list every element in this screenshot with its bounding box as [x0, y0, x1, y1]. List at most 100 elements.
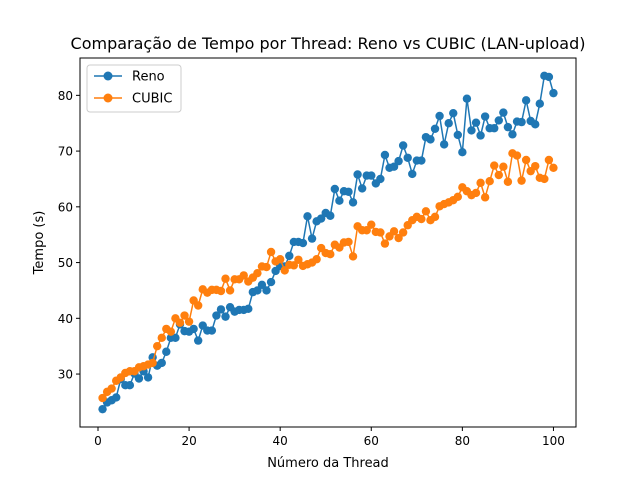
- data-point-reno: [157, 358, 166, 368]
- data-point-cubic: [389, 227, 399, 236]
- data-point-reno: [490, 124, 499, 133]
- data-point-reno: [471, 118, 481, 127]
- legend-marker-reno: [103, 71, 113, 81]
- data-point-reno: [394, 156, 403, 166]
- data-point-reno: [531, 120, 540, 129]
- data-point-cubic: [266, 247, 276, 257]
- legend-entry-cubic: CUBIC: [94, 92, 172, 107]
- data-point-reno: [134, 374, 144, 383]
- x-axis-label: Número da Thread: [267, 456, 389, 471]
- data-point-cubic: [180, 311, 189, 320]
- data-point-cubic: [490, 161, 499, 170]
- data-point-reno: [462, 94, 472, 103]
- legend-marker-cubic: [103, 93, 113, 103]
- data-point-cubic: [544, 155, 554, 165]
- data-point-reno: [98, 404, 107, 414]
- data-point-cubic: [289, 261, 299, 270]
- data-point-reno: [357, 184, 367, 193]
- data-point-reno: [193, 336, 203, 345]
- data-point-reno: [408, 169, 417, 179]
- data-point-cubic: [221, 274, 230, 283]
- data-point-cubic: [239, 271, 248, 280]
- x-tick-label: 0: [94, 434, 102, 448]
- data-point-reno: [499, 108, 508, 117]
- series-layer: [98, 71, 558, 414]
- data-point-reno: [171, 333, 180, 343]
- legend: Reno CUBIC: [86, 64, 182, 113]
- plot-frame: [79, 57, 577, 428]
- data-point-cubic: [376, 228, 385, 237]
- data-point-reno: [257, 280, 267, 290]
- data-point-cubic: [394, 233, 403, 243]
- data-point-cubic: [348, 252, 358, 261]
- data-point-cubic: [157, 333, 166, 343]
- data-point-reno: [298, 238, 308, 248]
- data-point-cubic: [225, 286, 235, 295]
- y-axis-label: Tempo (s): [32, 211, 47, 276]
- data-point-reno: [212, 311, 221, 320]
- data-point-cubic: [326, 250, 335, 259]
- data-point-cubic: [531, 161, 540, 171]
- data-point-cubic: [362, 226, 371, 235]
- data-point-reno: [307, 234, 317, 243]
- data-point-cubic: [512, 151, 522, 160]
- data-point-cubic: [417, 214, 426, 224]
- x-tick-label: 100: [542, 434, 565, 448]
- x-tick-label: 40: [273, 434, 288, 448]
- data-point-reno: [353, 170, 362, 179]
- y-tick-label: 60: [58, 200, 73, 214]
- data-point-cubic: [494, 170, 503, 180]
- data-point-cubic: [175, 318, 185, 327]
- legend-entry-reno: Reno: [94, 70, 165, 85]
- data-point-cubic: [344, 237, 353, 247]
- data-point-reno: [544, 72, 554, 82]
- data-point-reno: [367, 171, 376, 180]
- data-point-reno: [476, 131, 485, 140]
- data-point-reno: [521, 96, 531, 105]
- data-point-reno: [376, 174, 385, 184]
- ticks-layer: 0 20 40 60 80 100 30 40 50 60 70 80: [58, 89, 565, 448]
- data-point-cubic: [294, 255, 303, 264]
- data-point-reno: [430, 124, 440, 133]
- data-point-reno: [380, 150, 390, 160]
- data-point-cubic: [367, 220, 376, 229]
- data-point-reno: [449, 108, 458, 118]
- x-tick-label: 80: [455, 434, 470, 448]
- data-point-cubic: [153, 341, 162, 351]
- data-point-reno: [453, 130, 463, 140]
- data-point-cubic: [471, 188, 481, 198]
- data-point-cubic: [499, 162, 508, 171]
- data-point-reno: [549, 88, 558, 98]
- legend-label-cubic: CUBIC: [132, 92, 172, 107]
- y-tick-label: 70: [58, 145, 73, 159]
- series-cubic: [98, 149, 558, 403]
- data-point-reno: [216, 305, 226, 314]
- chart-title: Comparação de Tempo por Thread: Reno vs …: [71, 34, 586, 53]
- data-point-reno: [494, 116, 503, 125]
- data-point-reno: [439, 140, 449, 149]
- data-point-cubic: [421, 207, 431, 216]
- data-point-cubic: [280, 266, 289, 275]
- data-point-reno: [330, 184, 340, 194]
- data-point-reno: [403, 153, 412, 162]
- data-point-reno: [316, 214, 326, 223]
- data-point-cubic: [517, 176, 526, 185]
- data-point-reno: [266, 277, 276, 287]
- data-point-cubic: [148, 358, 157, 368]
- data-point-reno: [517, 117, 526, 127]
- data-point-reno: [253, 286, 262, 295]
- data-point-reno: [285, 251, 294, 261]
- y-tick-label: 40: [58, 312, 73, 326]
- data-point-reno: [417, 156, 426, 165]
- data-point-cubic: [98, 393, 107, 403]
- data-point-cubic: [430, 212, 440, 222]
- y-tick-label: 30: [58, 368, 73, 382]
- data-point-reno: [348, 198, 358, 207]
- data-point-cubic: [549, 163, 558, 173]
- data-point-reno: [207, 326, 217, 335]
- data-point-reno: [398, 141, 408, 150]
- data-point-cubic: [262, 262, 271, 272]
- data-point-cubic: [398, 228, 408, 237]
- data-point-reno: [244, 304, 253, 314]
- data-point-cubic: [476, 178, 485, 188]
